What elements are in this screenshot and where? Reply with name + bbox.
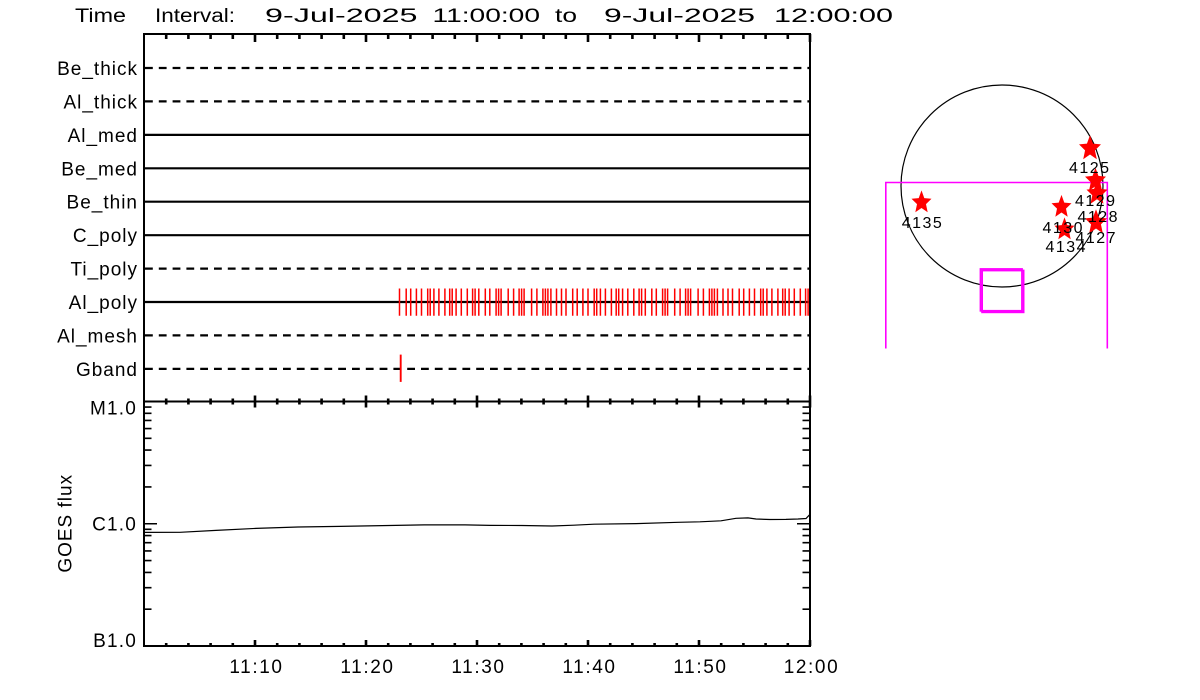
- svg-text:11:20: 11:20: [340, 657, 394, 678]
- svg-text:C1.0: C1.0: [92, 515, 137, 536]
- svg-text:9-Jul-2025: 9-Jul-2025: [604, 6, 755, 27]
- svg-text:11:50: 11:50: [673, 657, 727, 678]
- svg-text:C_poly: C_poly: [73, 226, 138, 247]
- svg-text:4135: 4135: [902, 215, 942, 232]
- svg-text:12:00: 12:00: [784, 657, 840, 678]
- svg-text:11:10: 11:10: [229, 657, 283, 678]
- svg-text:GOES flux: GOES flux: [56, 474, 77, 573]
- svg-text:Be_med: Be_med: [61, 159, 138, 180]
- svg-text:4129: 4129: [1075, 193, 1115, 210]
- svg-text:Be_thin: Be_thin: [67, 193, 138, 214]
- svg-text:Interval:: Interval:: [155, 6, 235, 27]
- svg-text:11:30: 11:30: [451, 657, 505, 678]
- svg-text:4128: 4128: [1078, 209, 1118, 226]
- svg-text:Ti_poly: Ti_poly: [70, 260, 138, 281]
- svg-text:Gband: Gband: [76, 360, 138, 381]
- svg-text:Al_med: Al_med: [68, 126, 138, 147]
- svg-text:4134: 4134: [1046, 239, 1086, 256]
- svg-text:9-Jul-2025: 9-Jul-2025: [265, 6, 418, 27]
- svg-text:4125: 4125: [1069, 160, 1109, 177]
- svg-text:11:40: 11:40: [562, 657, 616, 678]
- svg-text:4130: 4130: [1043, 220, 1083, 237]
- svg-text:11:00:00: 11:00:00: [433, 6, 541, 27]
- svg-text:Be_thick: Be_thick: [57, 59, 138, 80]
- svg-text:M1.0: M1.0: [90, 398, 137, 419]
- svg-text:Al_mesh: Al_mesh: [57, 326, 138, 347]
- svg-text:Al_poly: Al_poly: [69, 293, 138, 314]
- svg-text:Time: Time: [75, 6, 126, 27]
- svg-text:to: to: [555, 6, 577, 27]
- svg-text:B1.0: B1.0: [93, 631, 137, 652]
- svg-text:12:00:00: 12:00:00: [774, 6, 893, 27]
- svg-text:Al_thick: Al_thick: [63, 92, 138, 113]
